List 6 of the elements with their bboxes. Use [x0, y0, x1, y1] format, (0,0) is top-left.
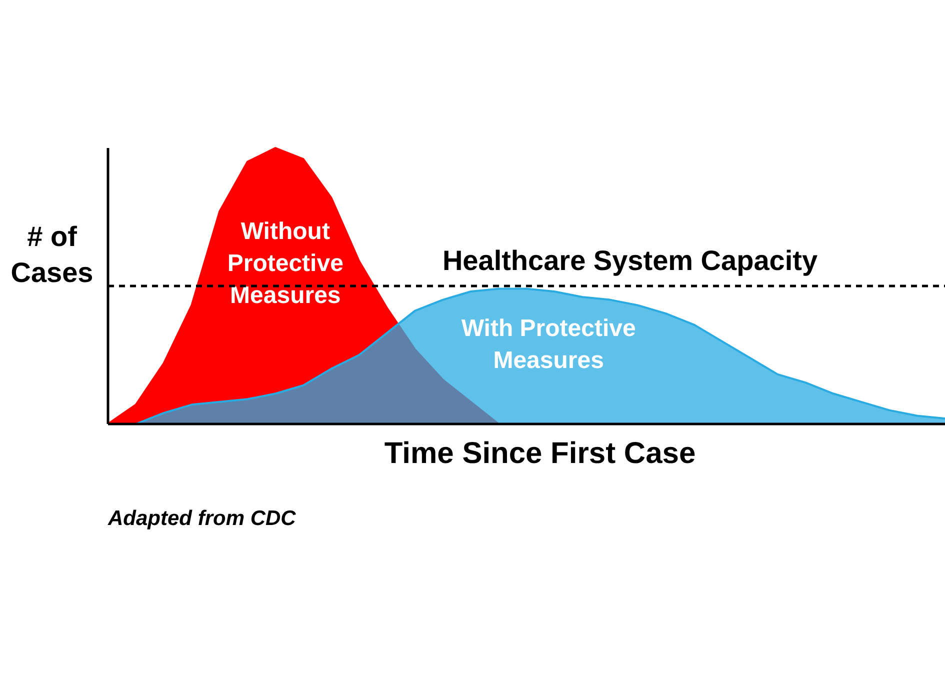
x-axis-title: Time Since First Case — [384, 437, 696, 470]
series-label: With Protective Measures — [461, 315, 636, 374]
text: Adapted from CDC — [107, 507, 297, 530]
y-axis-title: # of Cases — [10, 221, 94, 288]
series-label: Without Protective Measures — [227, 218, 344, 310]
ref-line-label: Healthcare System Capacity — [442, 245, 818, 276]
